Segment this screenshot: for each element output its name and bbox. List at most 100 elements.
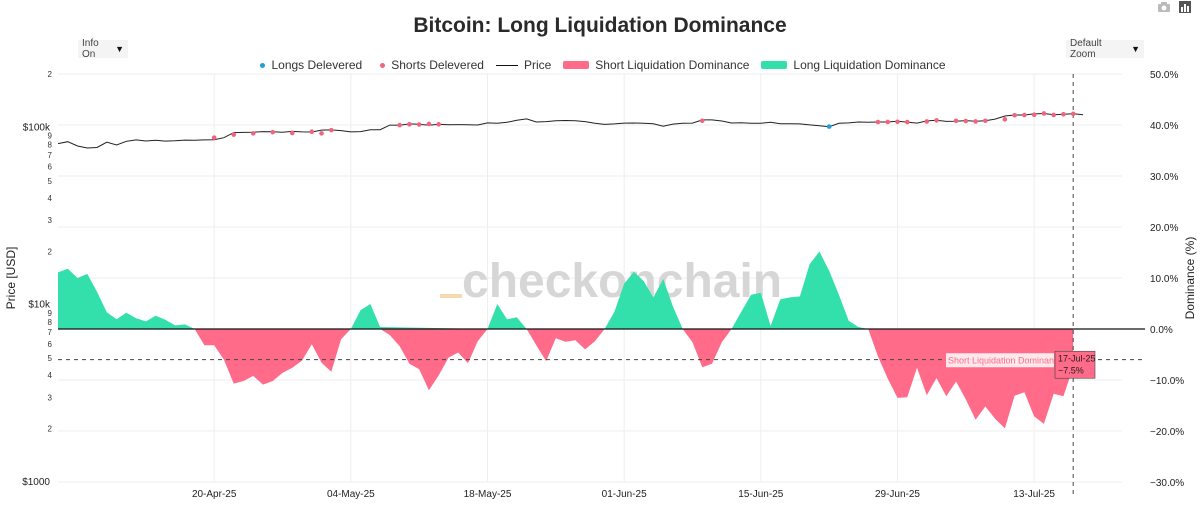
caret-down-icon: ▼: [115, 44, 124, 54]
short-delever-marker: [885, 119, 891, 125]
short-delever-marker: [329, 127, 334, 133]
legend: Longs Delevered Shorts Delevered Price S…: [0, 58, 1200, 72]
y-tick-left: 4: [48, 194, 53, 203]
y-tick-left: 9: [48, 309, 53, 318]
y-tick-right: 40.0%: [1150, 121, 1178, 132]
short-delever-marker: [397, 122, 402, 128]
short-delever-marker: [319, 131, 324, 136]
legend-label: Shorts Delevered: [391, 58, 484, 72]
short-delever-marker: [1051, 112, 1056, 118]
y-tick-left: 6: [48, 163, 53, 172]
short-delever-marker: [416, 122, 422, 127]
y-axis-left-title: Price [USD]: [4, 247, 18, 310]
y-tick-left: 5: [48, 354, 53, 363]
y-axis-right-title: Dominance (%): [1183, 237, 1197, 320]
delever-markers: [211, 111, 1076, 140]
hover-value: −7.5%: [1058, 365, 1084, 375]
legend-item-long-liquidation-dominance[interactable]: Long Liquidation Dominance: [761, 58, 946, 72]
short-delever-marker: [904, 119, 910, 125]
y-tick-right: −20.0%: [1150, 427, 1184, 438]
short-delever-marker: [407, 122, 412, 127]
short-delever-marker: [436, 122, 441, 127]
legend-line: [495, 64, 518, 66]
short-delever-marker: [309, 129, 315, 135]
hover-value-box: [1054, 350, 1096, 379]
short-delever-marker: [983, 118, 988, 124]
y-tick-right: 50.0%: [1150, 70, 1178, 81]
long-delever-marker: [826, 124, 832, 129]
y-tick-left: 8: [48, 318, 53, 327]
legend-marker: [380, 62, 386, 68]
x-tick: 15-Jun-25: [738, 489, 783, 500]
y-tick-right: −10.0%: [1150, 376, 1184, 387]
zoom-label: Default Zoom: [1070, 38, 1102, 60]
legend-item-shorts-delevered[interactable]: Shorts Delevered: [374, 58, 484, 72]
chart-title: Bitcoin: Long Liquidation Dominance: [413, 14, 787, 37]
short-delever-marker: [934, 118, 939, 123]
y-tick-right: 30.0%: [1150, 172, 1178, 183]
legend-label: Short Liquidation Dominance: [595, 58, 750, 72]
caret-down-icon: ▼: [1131, 44, 1140, 54]
hover-name-box: [946, 353, 1054, 368]
y-tick-right: −30.0%: [1150, 478, 1184, 489]
short-liquidation-area: [194, 329, 1074, 429]
short-delever-marker: [231, 132, 237, 137]
short-delever-marker: [1002, 117, 1008, 122]
legend-label: Longs Delevered: [271, 58, 363, 72]
legend-item-short-liquidation-dominance[interactable]: Short Liquidation Dominance: [563, 58, 749, 72]
legend-swatch: [761, 61, 788, 69]
y-tick-left: 4: [48, 371, 53, 380]
info-toggle-label: Info On: [82, 38, 99, 60]
short-delever-marker: [699, 118, 705, 124]
y-tick-left: 9: [48, 131, 53, 140]
y-tick-left: $1000: [22, 477, 50, 488]
y-tick-left: 2: [48, 247, 53, 256]
short-delever-marker: [270, 129, 276, 135]
legend-marker: [260, 62, 266, 68]
x-tick: 04-May-25: [327, 489, 375, 500]
x-tick: 13-Jul-25: [1013, 489, 1055, 500]
long-liquidation-area: [58, 251, 869, 329]
dominance-areas: [58, 251, 1074, 429]
short-delever-marker: [1061, 112, 1066, 117]
short-delever-marker: [1041, 111, 1047, 116]
short-delever-marker: [973, 119, 978, 124]
hover-date: 17-Jul-25: [1058, 353, 1096, 363]
legend-swatch: [563, 61, 590, 69]
short-delever-marker: [963, 118, 969, 124]
y-tick-left: 8: [48, 141, 53, 150]
y-tick-left: 6: [48, 340, 53, 349]
short-delever-marker: [924, 119, 930, 124]
watermark-accent: [440, 294, 462, 298]
info-toggle-dropdown[interactable]: Info On ▼: [78, 38, 128, 60]
short-delever-marker: [250, 131, 256, 136]
short-delever-marker: [211, 135, 217, 140]
x-tick: 18-May-25: [464, 489, 512, 500]
y-tick-right: 20.0%: [1150, 223, 1178, 234]
y-tick-left: 3: [48, 393, 53, 402]
y-tick-left: 7: [48, 151, 53, 160]
y-tick-right: 0.0%: [1150, 325, 1173, 336]
price-series: [57, 112, 1084, 149]
x-tick: 29-Jun-25: [875, 489, 920, 500]
short-delever-marker: [426, 121, 432, 127]
y-tick-left: 2: [48, 70, 53, 79]
legend-label: Long Liquidation Dominance: [793, 58, 946, 72]
short-delever-marker: [953, 118, 959, 124]
legend-item-price[interactable]: Price: [495, 58, 551, 72]
short-delever-marker: [1070, 111, 1076, 117]
price-line: [57, 112, 1084, 149]
x-tick: 20-Apr-25: [192, 489, 237, 500]
short-delever-marker: [289, 130, 295, 136]
bar-chart-icon[interactable]: [1179, 1, 1191, 16]
y-tick-left: $100k: [23, 122, 51, 133]
hover-series-name: Short Liquidation Dominance: [948, 355, 1064, 365]
y-tick-left: $10k: [28, 300, 51, 311]
legend-item-longs-delevered[interactable]: Longs Delevered: [254, 58, 362, 72]
zoom-dropdown[interactable]: Default Zoom ▼: [1066, 38, 1144, 60]
camera-icon[interactable]: [1157, 1, 1171, 16]
y-tick-left: 3: [48, 216, 53, 225]
